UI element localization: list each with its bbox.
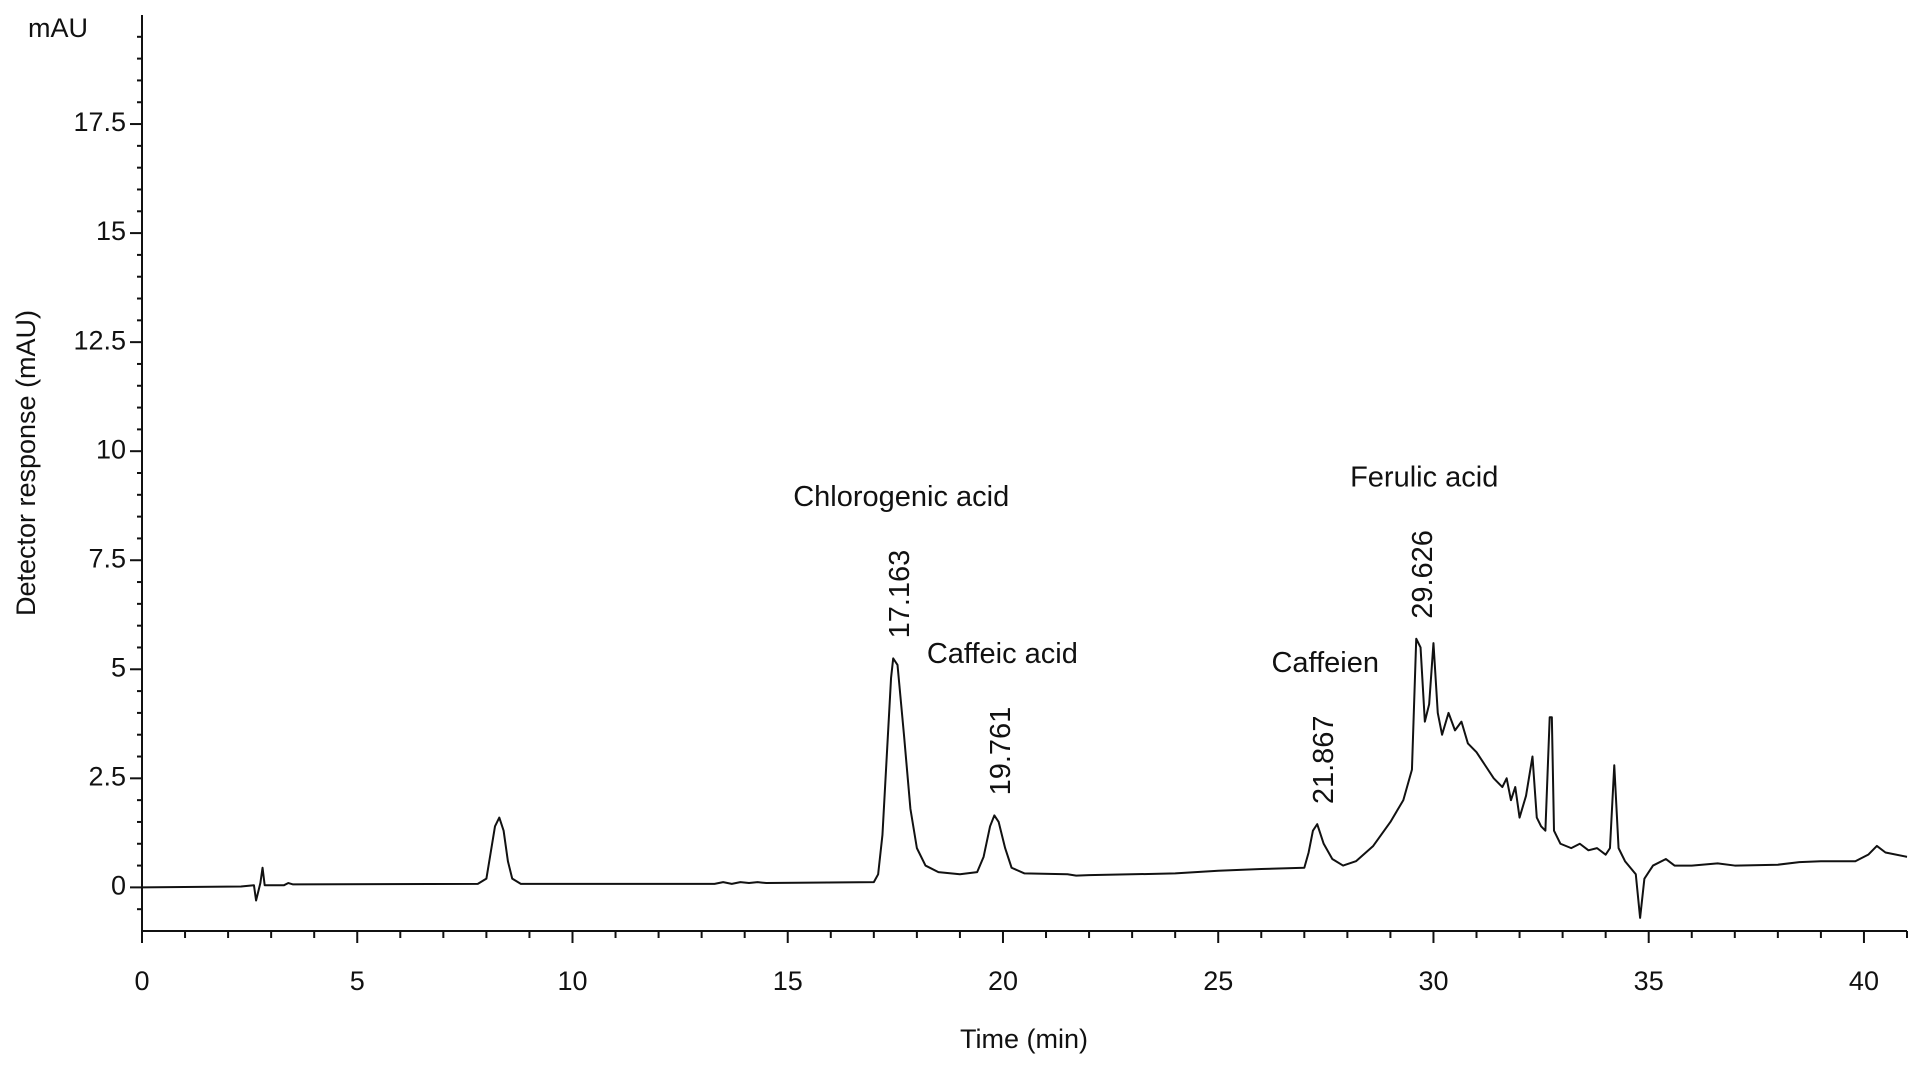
retention-label: 19.761 (985, 707, 1017, 796)
peak-name: Ferulic acid (1350, 461, 1498, 493)
y-unit: mAU (28, 13, 88, 43)
peak-name: Caffeic acid (927, 638, 1078, 670)
y-tick-label: 10 (96, 434, 126, 464)
retention-label: 17.163 (884, 550, 916, 639)
y-axis-title: Detector response (mAU) (11, 310, 41, 616)
y-tick-label: 5 (111, 652, 126, 682)
retention-label: 21.867 (1308, 715, 1340, 804)
x-tick-label: 5 (350, 966, 365, 996)
y-tick-label: 17.5 (73, 107, 126, 137)
x-tick-label: 25 (1203, 966, 1233, 996)
peak-name: Caffeien (1271, 647, 1379, 679)
x-tick-label: 10 (557, 966, 587, 996)
y-tick-label: 7.5 (88, 543, 126, 573)
x-axis-title: Time (min) (960, 1024, 1088, 1054)
x-tick-label: 30 (1418, 966, 1448, 996)
x-tick-label: 15 (773, 966, 803, 996)
y-tick-label: 2.5 (88, 761, 126, 791)
x-tick-label: 20 (988, 966, 1018, 996)
retention-label: 29.626 (1407, 530, 1439, 619)
y-tick-label: 0 (111, 871, 126, 901)
peak-name: Chlorogenic acid (793, 481, 1009, 513)
y-tick-label: 12.5 (73, 325, 126, 355)
x-tick-label: 40 (1849, 966, 1879, 996)
y-tick-label: 15 (96, 216, 126, 246)
x-tick-label: 0 (134, 966, 149, 996)
trace (141, 637, 1908, 919)
x-tick-label: 35 (1634, 966, 1664, 996)
